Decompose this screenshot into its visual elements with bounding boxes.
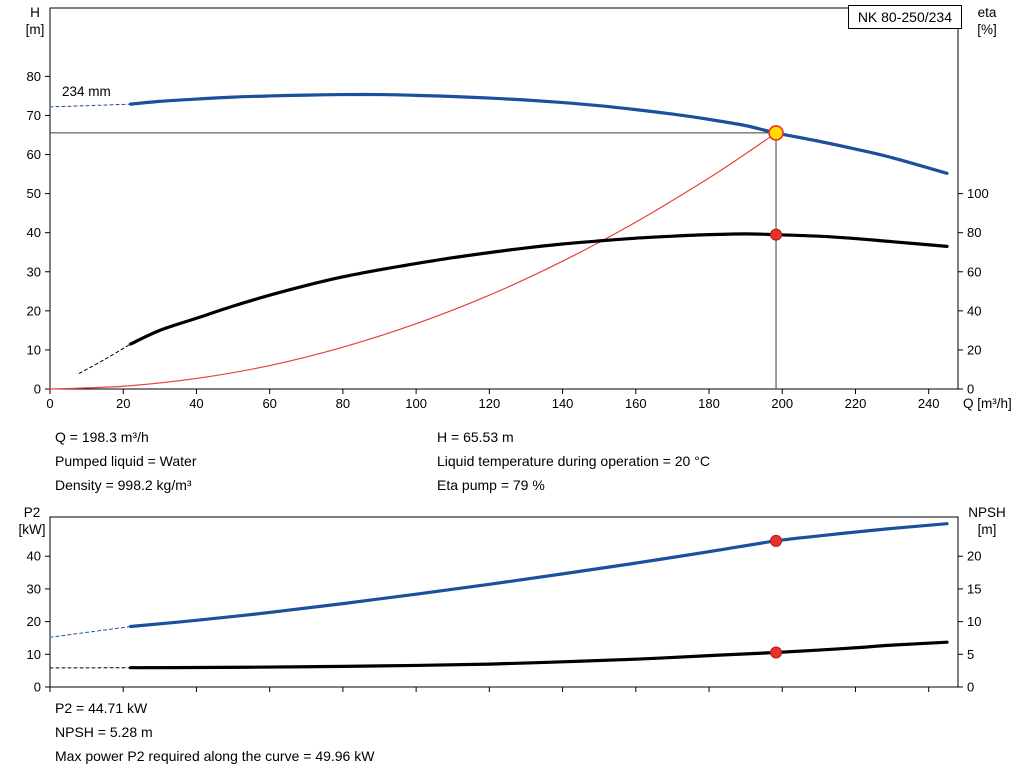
eta-axis-unit: [%] [977, 22, 997, 37]
density-label: Density = 998.2 kg/m³ [55, 477, 192, 493]
y-tick-label: 0 [34, 680, 41, 695]
impeller-diameter-label: 234 mm [62, 84, 111, 99]
npsh-axis-unit: [m] [977, 522, 997, 537]
duty-point-head[interactable] [768, 125, 784, 141]
y-tick-label: 40 [27, 225, 41, 240]
top-plot-area: 0 20 40 60 80 100 120 140 160 180 200 220 2400102030… [27, 7, 989, 411]
operating-info-left-column: Q = 198.3 m³/h Pumped liquid = Water Den… [55, 425, 197, 497]
duty-point-p2[interactable] [770, 534, 783, 547]
efficiency-curve-extrapolated [78, 343, 132, 374]
duty-point-npsh[interactable] [770, 646, 783, 659]
x-tick-label: 100 [405, 396, 427, 411]
y-tick-label: 10 [27, 342, 41, 357]
y-tick-label: 0 [34, 382, 41, 397]
y-tick-label: 30 [27, 581, 41, 596]
top-right-axis-title: eta [%] [964, 4, 1010, 38]
x-tick-label: 60 [262, 396, 276, 411]
y-tick-label: 20 [27, 614, 41, 629]
x-tick-label: 20 [116, 396, 130, 411]
x-tick-label: 80 [336, 396, 350, 411]
h-axis-unit: [m] [25, 22, 45, 37]
npsh-axis-label: NPSH [968, 505, 1006, 520]
head-curve-extrapolated [49, 103, 132, 108]
y2-tick-label: 20 [967, 549, 981, 564]
p2-curve [128, 522, 949, 629]
liquid-temperature-label: Liquid temperature during operation = 20… [437, 453, 710, 469]
y-tick-label: 20 [27, 303, 41, 318]
x-tick-label: 220 [845, 396, 867, 411]
npsh-curve [128, 640, 949, 670]
y2-tick-label: 0 [967, 382, 974, 397]
y-tick-label: 50 [27, 186, 41, 201]
x-tick-label: 180 [698, 396, 720, 411]
y-tick-label: 30 [27, 264, 41, 279]
eta-pump-label: Eta pump = 79 % [437, 477, 545, 493]
p2-value-label: P2 = 44.71 kW [55, 700, 148, 716]
x-axis-title: Q [m³/h] [963, 396, 1012, 411]
duty-point-efficiency[interactable] [770, 228, 783, 241]
y2-tick-label: 15 [967, 581, 981, 596]
p2-curve-extrapolated [49, 626, 132, 638]
q-value-label: Q = 198.3 m³/h [55, 429, 149, 445]
bottom-left-axis-title: P2 [kW] [10, 504, 54, 538]
y2-tick-label: 60 [967, 264, 981, 279]
x-tick-label: 0 [46, 396, 53, 411]
operating-info-right-column: H = 65.53 m Liquid temperature during op… [437, 425, 710, 497]
eta-axis-label: eta [977, 5, 997, 20]
top-left-axis-title: H [m] [14, 4, 56, 38]
system-curve [49, 132, 777, 390]
x-tick-label: 140 [552, 396, 574, 411]
pump-model-badge: NK 80-250/234 [847, 5, 962, 29]
x-tick-label: 240 [918, 396, 940, 411]
y2-tick-label: 40 [967, 303, 981, 318]
y2-tick-label: 80 [967, 225, 981, 240]
x-tick-label: 40 [189, 396, 203, 411]
y2-tick-label: 100 [967, 186, 989, 201]
y2-tick-label: 10 [967, 614, 981, 629]
y-tick-label: 80 [27, 69, 41, 84]
p2-axis-unit: [kW] [18, 522, 46, 537]
y-tick-label: 40 [27, 549, 41, 564]
h-value-label: H = 65.53 m [437, 429, 514, 445]
p2-axis-label: P2 [23, 505, 41, 520]
y-tick-label: 10 [27, 647, 41, 662]
bottom-plot-area: 0 10 20 30 40 0 5 10 15 20 [27, 516, 981, 695]
x-tick-label: 120 [479, 396, 501, 411]
bottom-right-axis-title: NPSH [m] [960, 504, 1014, 538]
y-tick-label: 70 [27, 108, 41, 123]
x-tick-label: 200 [771, 396, 793, 411]
y2-tick-label: 0 [967, 680, 974, 695]
power-npsh-info-block: P2 = 44.71 kW NPSH = 5.28 m Max power P2… [55, 696, 374, 768]
npsh-value-label: NPSH = 5.28 m [55, 724, 153, 740]
head-curve-234mm [128, 92, 949, 175]
x-tick-label: 160 [625, 396, 647, 411]
pumped-liquid-label: Pumped liquid = Water [55, 453, 197, 469]
y-tick-label: 60 [27, 147, 41, 162]
y2-tick-label: 5 [967, 647, 974, 662]
y2-tick-label: 20 [967, 342, 981, 357]
efficiency-curve [128, 232, 949, 346]
h-axis-label: H [30, 5, 40, 20]
max-power-label: Max power P2 required along the curve = … [55, 748, 375, 764]
